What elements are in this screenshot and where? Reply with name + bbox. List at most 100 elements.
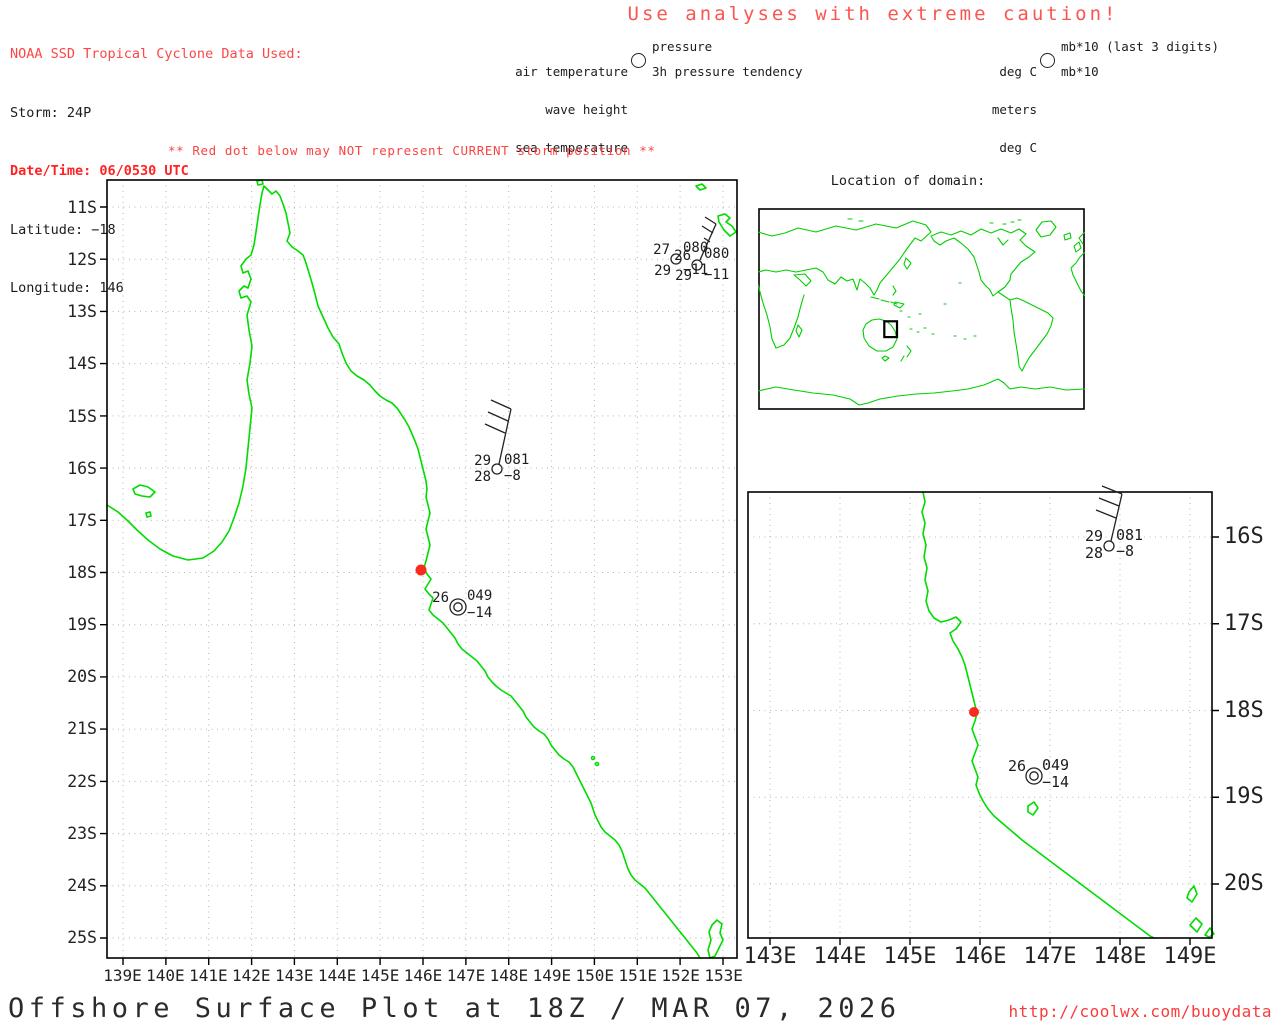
storm-longitude: Longitude: 146 xyxy=(10,280,124,296)
lon-tick-label: 143E xyxy=(743,944,797,969)
island-fraser xyxy=(707,919,724,959)
coast-europe-west xyxy=(1070,231,1085,297)
caution-banner: Use analyses with extreme caution! xyxy=(627,3,1119,25)
main-map-frame xyxy=(106,179,738,959)
lon-tick-label: 145E xyxy=(883,944,937,969)
island-mornington xyxy=(132,484,156,498)
island-png-hook xyxy=(717,213,737,237)
lat-tick-label: 16S xyxy=(67,458,97,478)
island-png-fragment xyxy=(695,183,707,191)
wind-barb-icon xyxy=(484,399,512,465)
lon-tick-label: 150E xyxy=(575,966,615,985)
storm-position-dot xyxy=(415,564,427,576)
island-greenland xyxy=(1035,220,1057,238)
main-map: 27 080 29 −11 26 080 29 −11 29 081 28 −8… xyxy=(100,179,738,965)
wind-barb-icon xyxy=(699,216,717,261)
storm-position-dot xyxy=(969,707,979,717)
arctic-island-specks xyxy=(847,218,1022,225)
islands-indonesia xyxy=(870,296,898,305)
lon-tick-label: 146E xyxy=(403,966,443,985)
main-map-left-ticks xyxy=(100,206,107,939)
legend-unit-degc-sea: deg C xyxy=(999,139,1037,155)
station-pressure: 080 xyxy=(683,240,708,256)
lat-tick-label: 24S xyxy=(67,875,97,895)
station-circle-icon xyxy=(1103,540,1115,552)
domain-extent-box xyxy=(883,320,899,339)
storm-id: Storm: 24P xyxy=(10,104,92,121)
storm-datetime: Date/Time: 06/0530 UTC xyxy=(10,163,189,179)
lat-tick-label: 19S xyxy=(1224,784,1264,810)
plot-title: Offshore Surface Plot at 18Z / MAR 07, 2… xyxy=(8,993,901,1024)
legend-right-units: deg C meters deg C xyxy=(900,41,1037,180)
queensland-coastline xyxy=(106,185,701,959)
legend-unit-mb10-pressure: mb*10 (last 3 digits) xyxy=(1061,39,1220,54)
lat-tick-label: 13S xyxy=(67,302,97,322)
station-pressure: 080 xyxy=(704,246,729,262)
station-pressure: 049 xyxy=(467,588,492,604)
lon-tick-label: 149E xyxy=(532,966,572,985)
lat-tick-label: 17S xyxy=(67,510,97,530)
main-map-lat-axis: 11S 12S 13S 14S 15S 16S 17S 18S 19S 20S … xyxy=(38,197,97,948)
lon-tick-label: 141E xyxy=(189,966,228,985)
station-circle-icon xyxy=(631,53,646,68)
station-sea-temp: 29 xyxy=(675,268,692,284)
station-plot-cluster: 27 080 29 −11 26 080 29 −11 xyxy=(653,216,729,284)
station-air-temp: 27 xyxy=(653,242,670,258)
tc-header-title: NOAA SSD Tropical Cyclone Data Used: xyxy=(10,46,303,62)
pacific-island-specks xyxy=(899,282,977,340)
station-pressure: 049 xyxy=(1042,756,1069,774)
lon-tick-label: 144E xyxy=(317,966,357,985)
island-japan xyxy=(903,257,912,270)
station-tendency: −11 xyxy=(683,262,708,278)
lat-tick-label: 17S xyxy=(1224,610,1264,636)
buoy-double-circle-icon xyxy=(453,602,463,612)
inset-map-bottom-ticks xyxy=(769,938,1191,945)
lat-tick-label: 20S xyxy=(1224,871,1264,896)
world-map-title: Location of domain: xyxy=(830,173,986,189)
lat-tick-label: 25S xyxy=(67,927,97,947)
lon-tick-label: 146E xyxy=(953,944,1007,969)
legend-left-labels: air temperature wave height sea temperat… xyxy=(440,41,628,180)
station-tendency: −11 xyxy=(704,267,729,283)
lon-tick-label: 147E xyxy=(446,966,486,985)
coast-eurasia xyxy=(758,220,932,296)
islet-east-1 xyxy=(590,755,596,761)
inset-map-right-ticks xyxy=(1212,536,1219,885)
inset-map-lat-axis: 16S 17S 18S 19S 20S xyxy=(1224,524,1280,897)
station-sea-temp: 29 xyxy=(654,263,671,279)
island-small-gulf xyxy=(145,511,152,518)
legend-unit-degc-air: deg C xyxy=(999,64,1037,80)
legend-pressure-tendency: 3h pressure tendency xyxy=(652,64,803,79)
lat-tick-label: 18S xyxy=(1224,697,1264,723)
island-philippines xyxy=(892,285,897,296)
station-tendency: −8 xyxy=(504,468,521,484)
coast-arabia xyxy=(793,273,812,287)
station-circle-icon xyxy=(491,463,503,475)
lat-tick-label: 21S xyxy=(67,719,97,739)
coast-south-america xyxy=(997,291,1054,372)
station-plot-offshore-zoom: 29 081 28 −8 xyxy=(1085,485,1143,562)
station-sea-temp: 28 xyxy=(474,469,491,485)
wind-barb-icon xyxy=(1095,485,1123,542)
island-new-guinea xyxy=(893,301,905,309)
world-map-frame xyxy=(758,208,1085,410)
lat-tick-label: 15S xyxy=(67,406,97,426)
legend-sea-temperature: sea temperature xyxy=(515,139,628,155)
coast-north-america xyxy=(930,228,1036,297)
island-new-zealand xyxy=(900,345,912,362)
station-plot-offshore: 29 081 28 −8 xyxy=(474,399,529,485)
red-dot-warning: ** Red dot below may NOT represent CURRE… xyxy=(168,143,656,158)
buoy-double-circle-icon xyxy=(1029,771,1039,781)
station-sea-temp: 28 xyxy=(1085,544,1103,562)
tc-data-header: NOAA SSD Tropical Cyclone Data Used: Sto… xyxy=(10,6,303,338)
station-air-temp: 26 xyxy=(674,248,691,264)
lat-tick-label: 23S xyxy=(67,823,97,843)
world-locator-map xyxy=(758,208,1085,410)
station-tendency: −14 xyxy=(1042,773,1069,791)
lon-tick-label: 147E xyxy=(1023,944,1077,969)
station-air-temp: 29 xyxy=(1085,527,1103,545)
lat-tick-label: 11S xyxy=(67,198,97,217)
source-url: http://coolwx.com/buoydata xyxy=(1008,1002,1272,1021)
island-whitsunday-3 xyxy=(1204,927,1215,938)
storm-latitude: Latitude: −18 xyxy=(10,221,116,238)
